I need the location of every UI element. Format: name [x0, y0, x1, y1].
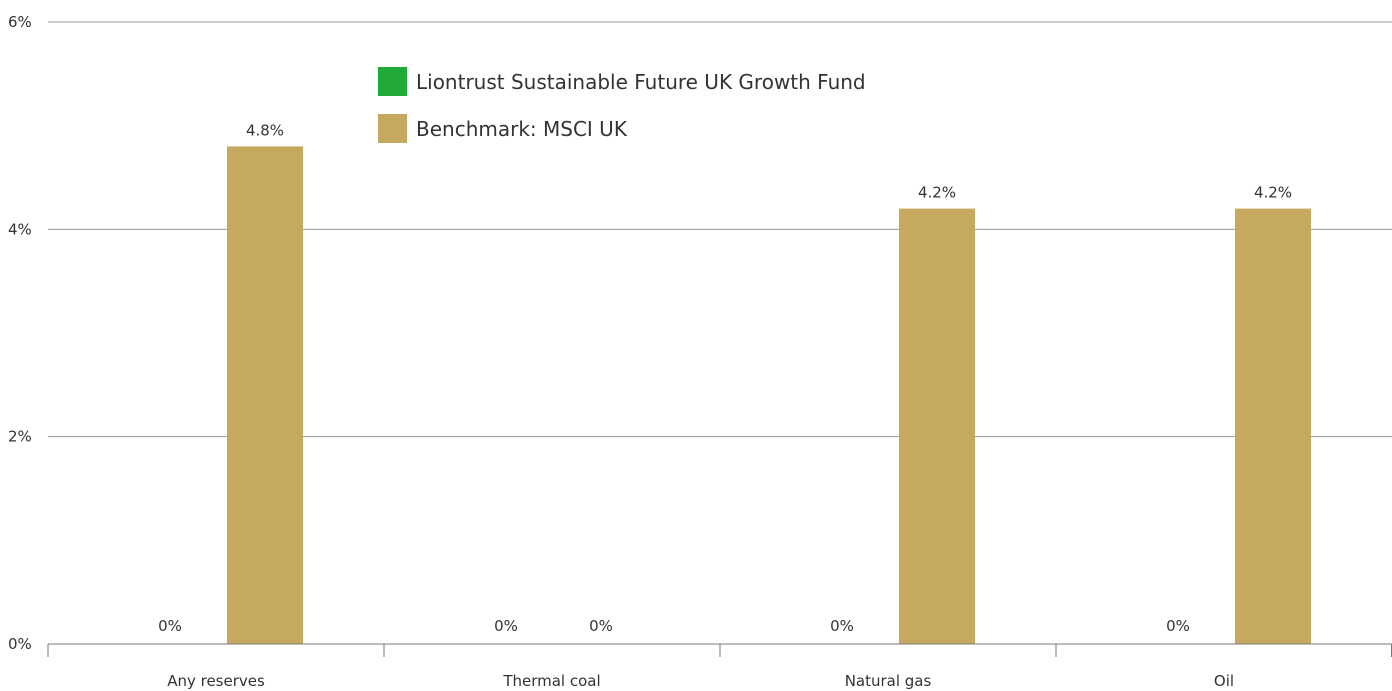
fund-data-label-2: 0% — [830, 617, 854, 635]
legend: Liontrust Sustainable Future UK Growth F… — [378, 67, 866, 143]
legend-swatch-benchmark — [378, 114, 407, 143]
legend-swatch-fund — [378, 67, 407, 96]
y-tick-label: 6% — [8, 13, 32, 31]
benchmark-data-label-3: 4.2% — [1254, 184, 1292, 202]
y-tick-label: 2% — [8, 428, 32, 446]
benchmark-bar-3 — [1235, 208, 1311, 644]
x-category-label: Natural gas — [845, 672, 932, 690]
benchmark-data-label-1: 0% — [589, 617, 613, 635]
y-axis-tick-labels: 0% 2% 4% 6% — [8, 13, 32, 653]
x-category-label: Oil — [1214, 672, 1234, 690]
benchmark-data-label-2: 4.2% — [918, 184, 956, 202]
legend-label-benchmark: Benchmark: MSCI UK — [416, 117, 628, 141]
y-tick-label: 4% — [8, 220, 32, 238]
bars — [227, 146, 1311, 644]
data-labels: 0% 4.8% 0% 0% 0% 4.2% 0% 4.2% — [158, 121, 1292, 635]
y-tick-label: 0% — [8, 635, 32, 653]
fund-data-label-1: 0% — [494, 617, 518, 635]
fund-data-label-3: 0% — [1166, 617, 1190, 635]
x-axis: Any reserves Thermal coal Natural gas Oil — [47, 643, 1392, 690]
x-category-label: Thermal coal — [502, 672, 600, 690]
legend-label-fund: Liontrust Sustainable Future UK Growth F… — [416, 70, 866, 94]
benchmark-data-label-0: 4.8% — [246, 121, 284, 139]
benchmark-bar-2 — [899, 208, 975, 644]
fund-data-label-0: 0% — [158, 617, 182, 635]
benchmark-bar-0 — [227, 146, 303, 644]
x-category-label: Any reserves — [167, 672, 265, 690]
